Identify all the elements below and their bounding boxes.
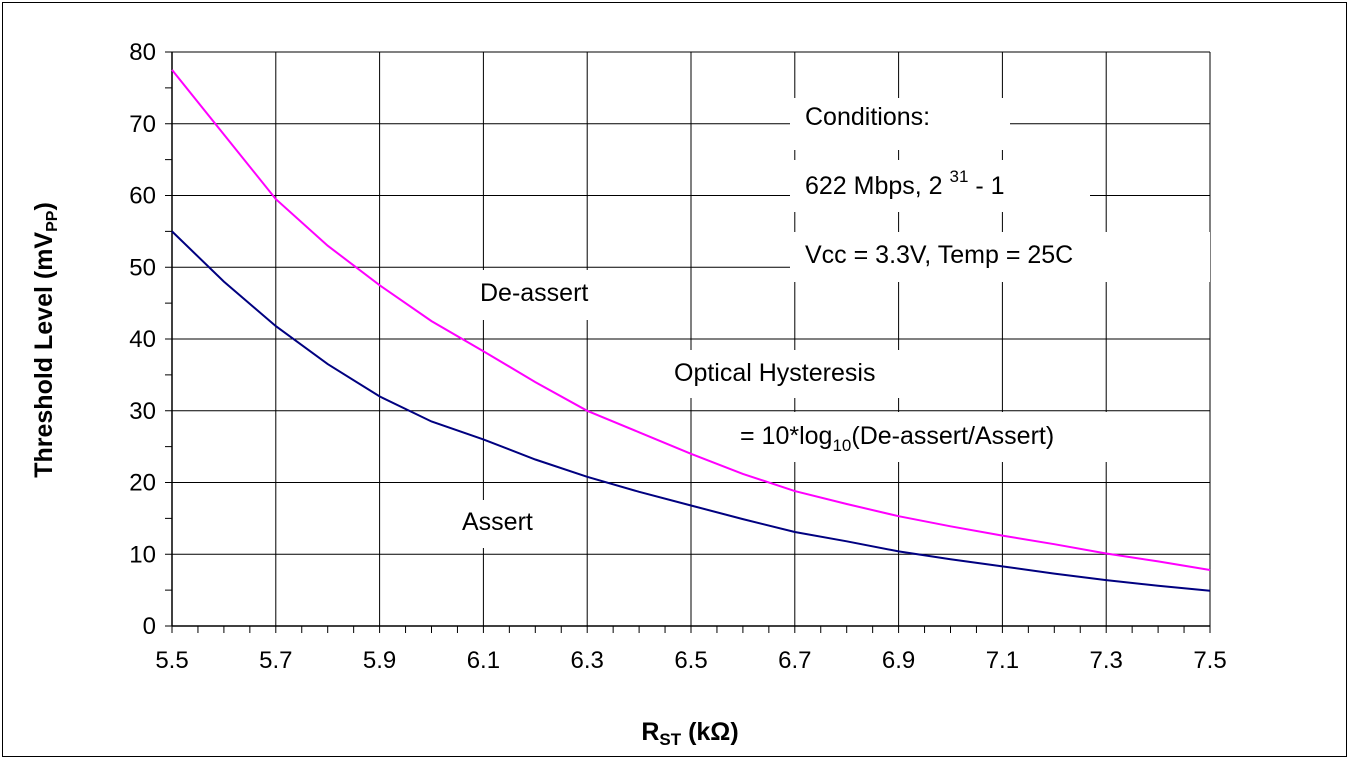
assert-label-bg — [452, 500, 582, 548]
hysteresis-formula-bg — [728, 412, 1178, 462]
axes — [165, 51, 1211, 633]
conditions-title-bg — [790, 98, 1010, 150]
y-tick-label: 80 — [129, 39, 156, 66]
x-tick-label: 5.7 — [259, 647, 292, 674]
series-lines — [171, 69, 1211, 592]
x-tick-label: 6.3 — [571, 647, 604, 674]
y-tick-label: 0 — [143, 613, 156, 640]
hysteresis-title: Optical Hysteresis — [674, 359, 875, 387]
x-tick-label: 6.5 — [674, 647, 707, 674]
conditions-rate: 622 Mbps, 2 31 - 1 — [805, 167, 1005, 200]
hysteresis-formula: = 10*log10(De-assert/Assert) — [740, 422, 1054, 455]
conditions-supply: Vcc = 3.3V, Temp = 25C — [805, 241, 1073, 269]
tick-labels: 0 10 20 30 40 50 60 70 80 5.5 5.7 5.9 6.1 6.3 6.5 6.7 6.… — [129, 39, 1226, 674]
series-line-assert — [171, 230, 1211, 592]
x-tick-label: 5.5 — [155, 647, 188, 674]
x-tick-label: 6.7 — [778, 647, 811, 674]
y-tick-label: 30 — [129, 398, 156, 425]
y-tick-label: 40 — [129, 326, 156, 353]
y-tick-label: 50 — [129, 254, 156, 281]
x-tick-label: 6.1 — [467, 647, 500, 674]
y-axis-title: Threshold Level (mVPP) — [30, 202, 61, 478]
y-tick-label: 60 — [129, 183, 156, 210]
y-tick-label: 10 — [129, 541, 156, 568]
deassert-label: De-assert — [480, 279, 588, 307]
y-tick-label: 20 — [129, 470, 156, 497]
x-tick-label: 6.9 — [882, 647, 915, 674]
x-tick-label: 7.3 — [1090, 647, 1123, 674]
conditions-rate-bg — [790, 160, 1090, 212]
assert-label: Assert — [462, 508, 533, 536]
x-tick-label: 5.9 — [363, 647, 396, 674]
series-line-de-assert — [171, 69, 1211, 571]
x-tick-label: 7.5 — [1193, 647, 1226, 674]
grid — [172, 51, 1211, 626]
x-axis-title: RST (kΩ) — [641, 718, 738, 749]
conditions-title: Conditions: — [805, 103, 930, 131]
deassert-label-bg — [468, 270, 643, 320]
hysteresis-title-bg — [660, 350, 960, 398]
x-tick-label: 7.1 — [986, 647, 1019, 674]
y-tick-label: 70 — [129, 111, 156, 138]
conditions-supply-bg — [790, 232, 1210, 282]
